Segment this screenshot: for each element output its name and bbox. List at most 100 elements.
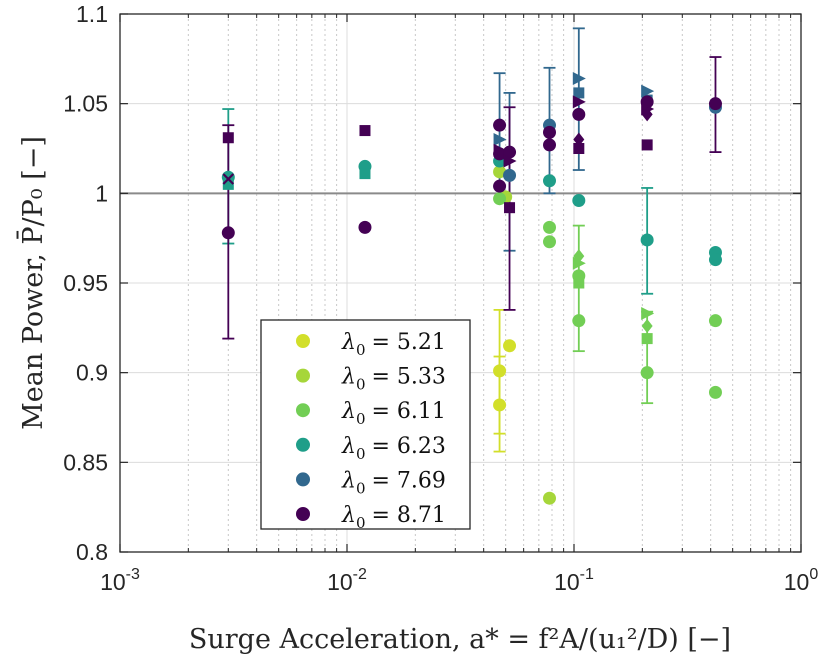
legend-box [260, 319, 471, 530]
data-point [359, 168, 371, 180]
y-tick-label: 1 [95, 180, 108, 206]
data-point [493, 179, 507, 193]
data-point [543, 220, 557, 234]
data-point [493, 192, 507, 206]
legend-subscript: 0 [356, 445, 366, 463]
legend-label: λ0 = 8.71 [341, 503, 446, 532]
legend-symbol: λ [341, 434, 356, 459]
data-point [573, 277, 585, 289]
data-point [572, 95, 586, 109]
y-tick-label: 1.1 [76, 1, 108, 27]
data-point [222, 178, 234, 190]
legend-label: λ0 = 7.69 [341, 468, 446, 497]
legend-subscript: 0 [356, 410, 366, 428]
legend-marker [296, 437, 310, 452]
x-tick-base: 10 [327, 569, 353, 595]
data-point [641, 139, 653, 151]
data-point [503, 145, 517, 159]
data-point [503, 154, 517, 168]
legend-value: = 6.23 [372, 434, 446, 459]
y-tick-label: 1.05 [63, 91, 108, 117]
data-point [572, 314, 586, 328]
data-point [543, 174, 557, 188]
data-point [493, 133, 507, 147]
legend-label: λ0 = 6.11 [341, 399, 446, 428]
data-points [221, 72, 722, 505]
legend-subscript: 0 [356, 341, 366, 359]
y-tick-labels: 0.8 0.85 0.9 0.95 1 1.05 1.1 [63, 1, 108, 565]
data-point [493, 165, 507, 179]
data-point [503, 339, 517, 353]
legend-label: λ0 = 6.23 [341, 434, 446, 463]
x-tick-base: 10 [554, 569, 580, 595]
data-point [708, 253, 722, 267]
legend-marker [296, 507, 310, 521]
y-tick-label: 0.95 [63, 270, 108, 296]
x-tick-label: 10-2 [327, 566, 367, 595]
data-point [641, 306, 655, 320]
x-tick-exponent: -3 [126, 566, 140, 583]
x-tick-exponent: -1 [580, 566, 594, 583]
data-point [504, 202, 516, 214]
data-point [708, 97, 722, 111]
legend-marker [296, 334, 310, 348]
data-point [493, 118, 507, 132]
data-point [543, 125, 557, 139]
data-point [640, 366, 654, 380]
data-point [543, 138, 557, 152]
data-point [503, 168, 517, 182]
legend-symbol: λ [341, 330, 356, 355]
legend-marker [296, 368, 310, 383]
data-point [641, 84, 655, 98]
legend-symbol: λ [341, 468, 356, 493]
legend-subscript: 0 [356, 376, 366, 394]
data-point [641, 333, 653, 345]
x-tick-label: 10-3 [100, 566, 140, 595]
y-tick-label: 0.9 [76, 360, 108, 386]
data-point [493, 147, 507, 161]
data-point [543, 235, 557, 249]
y-tick-label: 0.85 [63, 449, 108, 475]
legend-value: = 5.21 [372, 330, 446, 355]
x-tick-labels: 10-3 10-2 10-1 100 [100, 566, 818, 595]
data-point [572, 256, 586, 270]
legend-label: λ0 = 5.33 [341, 365, 446, 394]
data-point [493, 398, 507, 412]
x-tick-exponent: 0 [809, 566, 818, 583]
data-point [221, 226, 235, 240]
y-axis-label: Mean Power, P̄/P₀ [−] [15, 136, 49, 430]
data-point [543, 491, 557, 505]
legend-marker [296, 403, 310, 418]
x-tick-exponent: -2 [353, 566, 367, 583]
legend-subscript: 0 [356, 479, 366, 497]
legend-subscript: 0 [356, 514, 366, 532]
legend-symbol: λ [341, 503, 356, 528]
legend-value: = 6.11 [372, 399, 446, 424]
data-point [572, 107, 586, 121]
data-point [708, 314, 722, 328]
data-point [641, 319, 653, 334]
data-point [222, 173, 235, 185]
x-tick-label: 10-1 [554, 566, 594, 595]
legend-symbol: λ [341, 365, 356, 390]
x-tick-label: 100 [784, 566, 819, 595]
legend-value: = 7.69 [372, 468, 446, 493]
y-tick-label: 0.8 [76, 539, 108, 565]
data-point [640, 233, 654, 247]
legend-symbol: λ [341, 399, 356, 424]
x-axis-label: Surge Acceleration, a* = f²A/(u₁²/D) [−] [189, 624, 731, 655]
data-point [493, 364, 507, 378]
data-point [708, 385, 722, 399]
data-point [359, 125, 371, 137]
legend-label: λ0 = 5.21 [341, 330, 446, 359]
data-point [573, 143, 585, 154]
data-point [641, 107, 653, 122]
x-tick-base: 10 [784, 569, 810, 595]
data-point [222, 132, 234, 144]
legend-value: = 5.33 [372, 365, 446, 390]
legend-value: = 8.71 [372, 503, 446, 528]
data-point [572, 72, 586, 86]
data-point [358, 220, 372, 234]
